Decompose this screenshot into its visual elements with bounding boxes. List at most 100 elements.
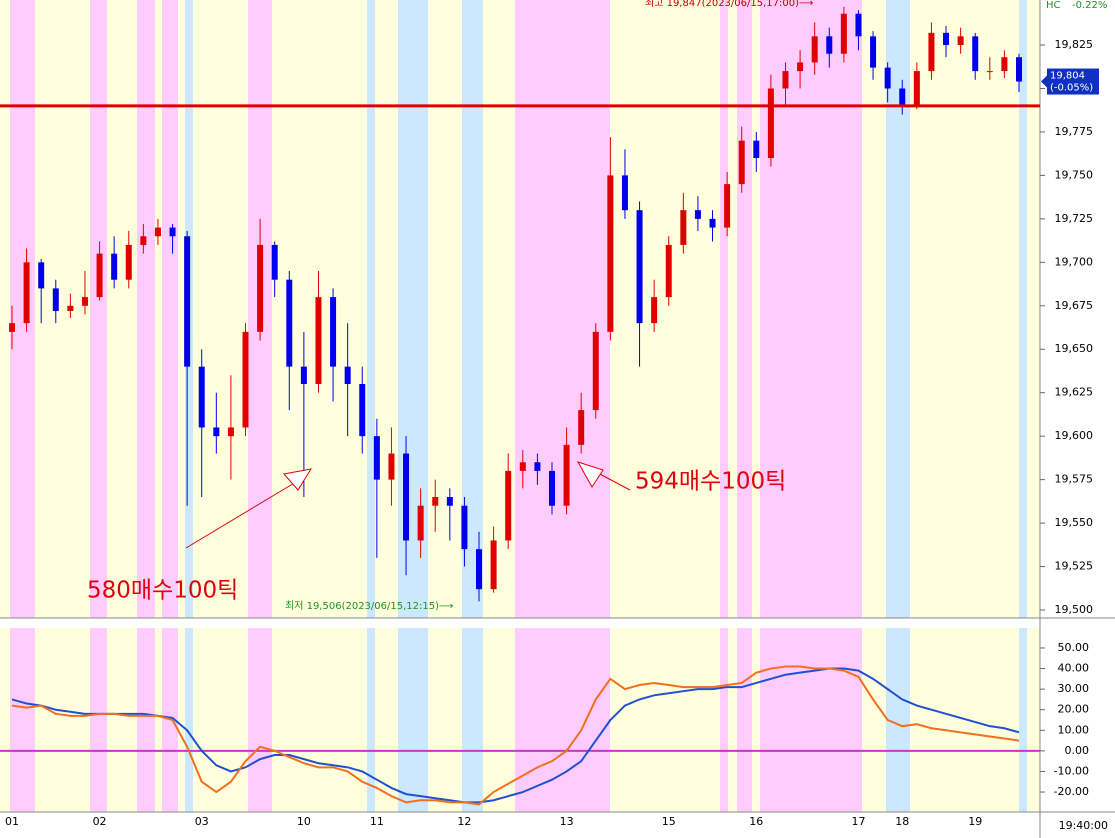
- header-change: -0.22%: [1072, 0, 1107, 11]
- candle-body: [972, 36, 979, 72]
- arrow: [185, 461, 631, 549]
- x-tick-label: 03: [195, 815, 209, 828]
- candle-body: [797, 62, 804, 72]
- candle-body: [38, 262, 45, 289]
- candle-body: [461, 505, 468, 550]
- y-tick-label: 30.00: [1058, 682, 1090, 695]
- y-tick-label: 0.00: [1065, 744, 1090, 757]
- candle-body: [519, 462, 526, 471]
- candle-body: [607, 175, 614, 332]
- candle-body: [286, 279, 293, 367]
- candle-body: [782, 71, 789, 89]
- candle-body: [870, 36, 877, 68]
- candle-body: [724, 184, 731, 228]
- price-label: 19,804: [1050, 71, 1085, 82]
- y-tick-label: -20.00: [1054, 785, 1089, 798]
- x-tick-label: 02: [93, 815, 107, 828]
- x-tick-label: 11: [370, 815, 384, 828]
- y-tick-label: 19,650: [1055, 342, 1094, 355]
- candle-body: [373, 436, 380, 480]
- y-tick-label: 19,675: [1055, 299, 1094, 312]
- candle-body: [213, 427, 220, 437]
- y-tick-label: 19,725: [1055, 212, 1094, 225]
- y-tick-label: 19,700: [1055, 255, 1094, 268]
- candle-body: [417, 505, 424, 541]
- candle-body: [198, 366, 205, 428]
- x-tick-label: 19: [968, 815, 982, 828]
- candle-body: [1001, 57, 1008, 72]
- x-tick-label: 12: [457, 815, 471, 828]
- y-tick-label: 19,750: [1055, 168, 1094, 181]
- candle-body: [432, 497, 439, 506]
- indicator-line: [11, 667, 1020, 804]
- end-time: 19:40:00: [1059, 819, 1108, 832]
- candle-body: [621, 175, 628, 211]
- x-tick-label: 13: [560, 815, 574, 828]
- y-tick-label: 40.00: [1058, 662, 1090, 675]
- candle-body: [476, 549, 483, 590]
- candle-body: [315, 297, 322, 385]
- x-tick-label: 18: [895, 815, 909, 828]
- annotation: 580매수100틱: [87, 578, 238, 604]
- high-note: 최고 19,847(2023/06/15,17:00)⟶: [645, 0, 813, 9]
- candle-body: [96, 253, 103, 298]
- candle-body: [651, 297, 658, 324]
- candle-body: [300, 366, 307, 385]
- x-tick-label: 01: [5, 815, 19, 828]
- candle-body: [957, 36, 964, 46]
- candle-body: [505, 470, 512, 541]
- candle-body: [271, 244, 278, 280]
- candle-body: [388, 453, 395, 480]
- candle-body: [344, 366, 351, 385]
- candle-body: [446, 497, 453, 506]
- candle-body: [330, 297, 337, 367]
- candle-body: [578, 410, 585, 445]
- candle-body: [403, 453, 410, 541]
- candle-body: [592, 331, 599, 411]
- x-tick-label: 17: [851, 815, 865, 828]
- x-tick-label: 10: [297, 815, 311, 828]
- candle-body: [257, 244, 264, 332]
- candle-body: [67, 305, 74, 311]
- price-change: (-0.05%): [1050, 83, 1093, 94]
- y-tick-label: 19,575: [1055, 473, 1094, 486]
- candle-body: [490, 540, 497, 590]
- candle-body: [826, 36, 833, 54]
- candle-body: [884, 67, 891, 89]
- candle-body: [125, 244, 132, 280]
- candle-body: [81, 297, 88, 306]
- candle-body: [242, 331, 249, 428]
- price-box: [1047, 68, 1099, 95]
- y-tick-label: 19,550: [1055, 516, 1094, 529]
- y-tick-label: 19,775: [1055, 125, 1094, 138]
- header-name: HC: [1046, 0, 1061, 11]
- x-tick-label: 16: [749, 815, 763, 828]
- candle-body: [767, 88, 774, 159]
- low-note: 최저 19,506(2023/06/15,12:15)⟶: [285, 600, 453, 612]
- candle-body: [840, 13, 847, 54]
- candle-body: [140, 236, 147, 245]
- candle-body: [359, 384, 366, 437]
- y-tick-label: 19,600: [1055, 429, 1094, 442]
- candle-body: [548, 470, 555, 506]
- x-tick-label: 15: [662, 815, 676, 828]
- indicator-line: [11, 665, 1020, 806]
- y-tick-label: 19,500: [1055, 603, 1094, 616]
- candle-body: [23, 262, 30, 324]
- y-tick-label: 19,825: [1055, 38, 1094, 51]
- y-tick-label: 50.00: [1058, 641, 1090, 654]
- y-tick-label: 20.00: [1058, 703, 1090, 716]
- candle-body: [111, 253, 118, 280]
- y-tick-label: 10.00: [1058, 723, 1090, 736]
- candle-body: [811, 36, 818, 63]
- candle-body: [913, 71, 920, 106]
- price-pointer: [1041, 75, 1047, 88]
- candle-body: [665, 244, 672, 298]
- candle-body: [154, 227, 161, 237]
- candle-body: [636, 210, 643, 324]
- y-tick-label: 19,625: [1055, 386, 1094, 399]
- candle-body: [986, 71, 993, 73]
- y-tick-label: 19,525: [1055, 560, 1094, 573]
- candle-body: [1016, 57, 1022, 82]
